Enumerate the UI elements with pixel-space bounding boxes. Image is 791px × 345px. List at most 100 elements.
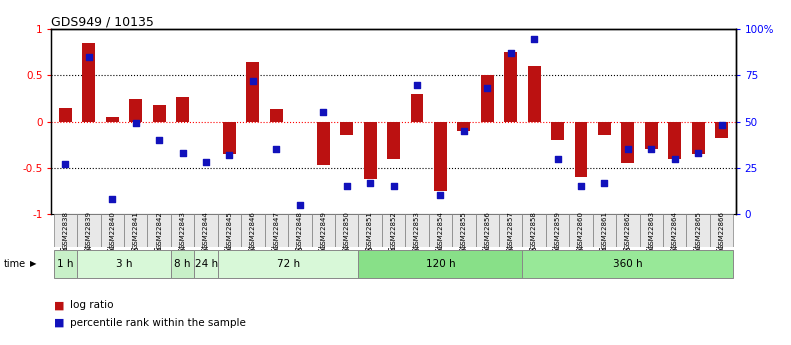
Bar — [247, 62, 259, 122]
Text: GSM22844: GSM22844 — [203, 211, 209, 249]
Bar — [387, 122, 400, 159]
FancyBboxPatch shape — [195, 250, 218, 278]
FancyBboxPatch shape — [358, 250, 522, 278]
Bar — [223, 122, 236, 154]
FancyBboxPatch shape — [171, 250, 195, 278]
FancyBboxPatch shape — [241, 214, 265, 247]
Bar — [645, 122, 658, 149]
Bar — [528, 66, 540, 122]
Text: GSM22861: GSM22861 — [601, 211, 607, 249]
Text: GSM22848: GSM22848 — [297, 211, 303, 249]
Bar — [59, 108, 72, 122]
Point — [317, 110, 330, 115]
Point — [223, 152, 236, 158]
Text: GSM22840: GSM22840 — [109, 211, 115, 249]
Text: GSM22857: GSM22857 — [508, 211, 513, 249]
Text: GSM22849: GSM22849 — [320, 211, 326, 249]
Text: GSM22856: GSM22856 — [484, 211, 490, 249]
Bar — [715, 122, 728, 138]
Text: log ratio: log ratio — [70, 300, 113, 310]
Point — [130, 121, 142, 126]
FancyBboxPatch shape — [663, 214, 687, 247]
Text: GSM22854: GSM22854 — [437, 211, 444, 249]
Text: 360 h: 360 h — [613, 259, 642, 269]
Point — [528, 36, 540, 41]
FancyBboxPatch shape — [522, 214, 546, 247]
Text: 8 h: 8 h — [174, 259, 191, 269]
Text: ■: ■ — [54, 300, 64, 310]
Bar — [316, 122, 330, 165]
FancyBboxPatch shape — [335, 214, 358, 247]
Point — [457, 128, 470, 134]
Text: GSM22846: GSM22846 — [250, 211, 256, 249]
FancyBboxPatch shape — [78, 214, 100, 247]
FancyBboxPatch shape — [710, 214, 733, 247]
FancyBboxPatch shape — [195, 214, 218, 247]
Text: GSM22843: GSM22843 — [180, 211, 186, 249]
Bar — [176, 97, 189, 122]
FancyBboxPatch shape — [382, 214, 405, 247]
Text: 120 h: 120 h — [426, 259, 455, 269]
FancyBboxPatch shape — [546, 214, 570, 247]
Point — [434, 193, 447, 198]
Text: GSM22850: GSM22850 — [343, 211, 350, 249]
FancyBboxPatch shape — [429, 214, 452, 247]
Text: 24 h: 24 h — [195, 259, 218, 269]
FancyBboxPatch shape — [522, 250, 733, 278]
FancyBboxPatch shape — [171, 214, 195, 247]
Bar — [270, 109, 283, 122]
Point — [481, 86, 494, 91]
Bar — [153, 105, 165, 122]
FancyBboxPatch shape — [54, 214, 78, 247]
Text: percentile rank within the sample: percentile rank within the sample — [70, 318, 245, 327]
Text: GSM22841: GSM22841 — [133, 211, 138, 249]
Text: GSM22860: GSM22860 — [578, 211, 584, 249]
Point — [200, 159, 213, 165]
Text: ▶: ▶ — [30, 259, 36, 268]
Text: GSM22859: GSM22859 — [554, 211, 561, 249]
FancyBboxPatch shape — [147, 214, 171, 247]
Point — [598, 180, 611, 185]
Point — [82, 54, 95, 60]
Text: GSM22866: GSM22866 — [718, 211, 725, 249]
Point — [411, 82, 423, 87]
FancyBboxPatch shape — [452, 214, 475, 247]
FancyBboxPatch shape — [358, 214, 382, 247]
FancyBboxPatch shape — [570, 214, 592, 247]
FancyBboxPatch shape — [405, 214, 429, 247]
Bar — [340, 122, 353, 136]
Text: time: time — [4, 259, 26, 269]
Text: GSM22847: GSM22847 — [274, 211, 279, 249]
Text: GSM22855: GSM22855 — [461, 211, 467, 249]
Bar — [504, 52, 517, 122]
Text: GDS949 / 10135: GDS949 / 10135 — [51, 16, 154, 29]
FancyBboxPatch shape — [640, 214, 663, 247]
Text: GSM22852: GSM22852 — [391, 211, 396, 249]
Point — [715, 122, 728, 128]
Text: GSM22862: GSM22862 — [625, 211, 631, 249]
FancyBboxPatch shape — [124, 214, 147, 247]
Text: GSM22863: GSM22863 — [649, 211, 654, 249]
Point — [622, 147, 634, 152]
Point — [645, 147, 657, 152]
Text: GSM22842: GSM22842 — [156, 211, 162, 249]
Point — [505, 51, 517, 56]
Bar — [457, 122, 471, 131]
Bar — [622, 122, 634, 163]
Bar — [598, 122, 611, 136]
Bar — [434, 122, 447, 191]
Text: GSM22839: GSM22839 — [86, 211, 92, 249]
FancyBboxPatch shape — [687, 214, 710, 247]
Bar — [129, 99, 142, 122]
Bar — [691, 122, 705, 154]
FancyBboxPatch shape — [499, 214, 522, 247]
Text: 72 h: 72 h — [277, 259, 300, 269]
Point — [364, 180, 377, 185]
Point — [551, 156, 564, 161]
Bar — [668, 122, 681, 159]
Text: GSM22838: GSM22838 — [62, 211, 69, 249]
Point — [668, 156, 681, 161]
Bar — [82, 43, 96, 122]
Point — [293, 202, 306, 207]
Point — [106, 196, 119, 202]
